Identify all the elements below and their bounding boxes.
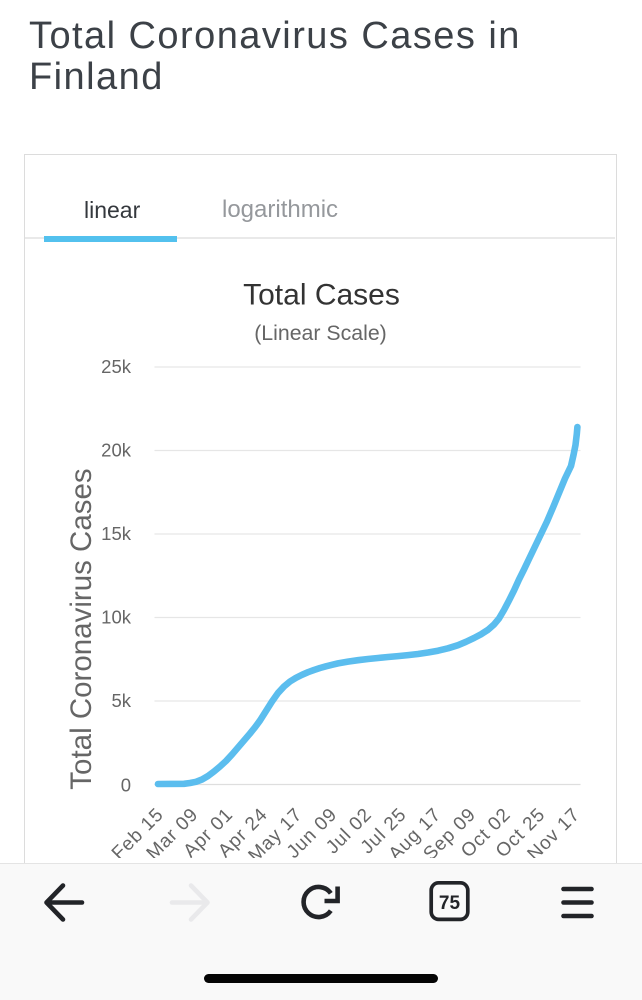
svg-text:Total Cases: Total Cases	[243, 279, 400, 312]
svg-text:0: 0	[121, 775, 131, 796]
svg-text:5k: 5k	[111, 690, 131, 711]
svg-text:75: 75	[439, 893, 461, 914]
svg-text:20k: 20k	[101, 439, 132, 460]
svg-text:25k: 25k	[101, 356, 132, 377]
svg-text:Total Coronavirus Cases: Total Coronavirus Cases	[65, 468, 98, 789]
svg-text:10k: 10k	[101, 606, 132, 627]
svg-text:(Linear Scale): (Linear Scale)	[254, 321, 387, 345]
svg-text:15k: 15k	[101, 523, 132, 544]
